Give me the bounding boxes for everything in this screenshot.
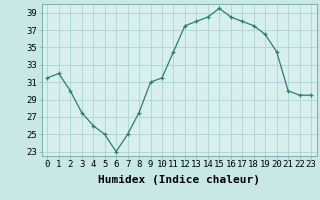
X-axis label: Humidex (Indice chaleur): Humidex (Indice chaleur) (98, 175, 260, 185)
